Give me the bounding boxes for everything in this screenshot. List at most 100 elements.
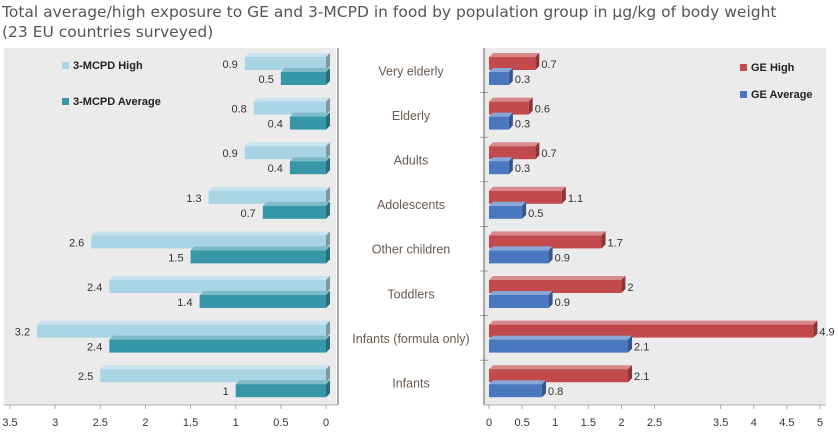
mcpd-x-tick-label: 2.5 xyxy=(93,417,108,429)
mcpd-data-label: 1.4 xyxy=(177,297,192,309)
ge-x-tick-label: 4 xyxy=(751,417,757,429)
mcpd-bar-top-face xyxy=(100,365,331,370)
mcpd-x-tick-label: 0.5 xyxy=(273,417,288,429)
ge-data-label: 2.1 xyxy=(634,342,649,354)
ge-bar-side-face xyxy=(508,68,513,85)
ge-data-label: 0.5 xyxy=(528,208,543,220)
mcpd-x-tick-label: 2 xyxy=(142,417,148,429)
ge-x-tick-label: 1 xyxy=(552,417,558,429)
ge-bar-ge-high-very-elderly xyxy=(489,57,536,70)
mcpd-bar-side-face xyxy=(326,246,330,264)
category-label-other-children: Other children xyxy=(372,243,451,257)
ge-bar-top-face xyxy=(489,186,566,191)
mcpd-legend-label: 3-MCPD High xyxy=(73,60,143,72)
mcpd-bar-3-mcpd-average-adolescents xyxy=(262,205,326,219)
category-label-elderly: Elderly xyxy=(392,109,431,123)
ge-bar-ge-high-infants-formula-only xyxy=(489,324,814,338)
ge-legend-swatch xyxy=(740,64,747,71)
ge-bar-top-face xyxy=(489,320,818,325)
ge-bar-ge-high-infants xyxy=(489,369,629,383)
mcpd-bar-3-mcpd-average-infants xyxy=(235,384,326,398)
category-label-very-elderly: Very elderly xyxy=(378,64,444,78)
ge-bar-top-face xyxy=(489,231,606,236)
mcpd-bar-3-mcpd-average-other-children xyxy=(190,250,326,264)
chart-title: Total average/high exposure to GE and 3-… xyxy=(2,2,777,42)
ge-bar-top-face xyxy=(489,246,553,251)
ge-bar-top-face xyxy=(489,97,533,102)
mcpd-bar-3-mcpd-average-adults xyxy=(289,161,326,175)
ge-bar-side-face xyxy=(508,112,513,130)
ge-data-label: 0.7 xyxy=(541,59,556,71)
mcpd-bar-3-mcpd-high-infants-formula-only xyxy=(37,324,326,338)
mcpd-x-tick-label: 3 xyxy=(52,417,58,429)
mcpd-bar-side-face xyxy=(326,53,330,70)
mcpd-bar-top-face xyxy=(289,157,330,162)
ge-bar-top-face xyxy=(489,68,513,72)
category-column xyxy=(340,48,482,405)
mcpd-bar-3-mcpd-average-very-elderly xyxy=(280,72,326,85)
mcpd-bar-side-face xyxy=(326,157,330,175)
ge-bar-ge-average-elderly xyxy=(489,116,509,130)
ge-legend-label: GE Average xyxy=(751,89,813,101)
mcpd-bar-top-face xyxy=(109,276,330,280)
ge-bar-side-face xyxy=(548,291,553,308)
ge-legend-swatch xyxy=(740,91,747,98)
ge-bar-ge-average-very-elderly xyxy=(489,72,509,85)
ge-bar-top-face xyxy=(489,53,540,57)
ge-data-label: 2 xyxy=(627,282,633,294)
ge-bar-ge-average-adolescents xyxy=(489,205,523,219)
mcpd-bar-3-mcpd-high-very-elderly xyxy=(244,57,326,70)
mcpd-bar-3-mcpd-high-toddlers xyxy=(109,280,326,293)
ge-data-label: 0.8 xyxy=(548,386,563,398)
ge-x-tick-label: 0 xyxy=(486,417,492,429)
ge-bar-ge-high-adolescents xyxy=(489,190,562,204)
ge-data-label: 0.3 xyxy=(515,119,530,131)
ge-data-label: 0.9 xyxy=(555,297,570,309)
ge-bar-top-face xyxy=(489,142,540,147)
mcpd-bar-top-face xyxy=(280,68,330,72)
mcpd-data-label: 1.5 xyxy=(168,252,183,264)
mcpd-bar-side-face xyxy=(326,291,330,308)
mcpd-bar-top-face xyxy=(91,231,330,236)
mcpd-bar-side-face xyxy=(326,142,330,160)
mcpd-bar-top-face xyxy=(262,201,330,206)
category-label-adults: Adults xyxy=(394,154,429,168)
mcpd-bar-top-face xyxy=(109,335,330,340)
ge-x-tick-label: 2 xyxy=(618,417,624,429)
mcpd-data-label: 0.8 xyxy=(231,104,246,116)
ge-bar-top-face xyxy=(489,112,513,117)
mcpd-bar-side-face xyxy=(326,320,330,338)
ge-x-tick-label: 5 xyxy=(817,417,823,429)
ge-bar-side-face xyxy=(621,276,626,293)
mcpd-bar-top-face xyxy=(37,320,330,325)
mcpd-bar-3-mcpd-high-infants xyxy=(100,369,327,383)
ge-bar-side-face xyxy=(535,142,540,160)
mcpd-bar-3-mcpd-high-elderly xyxy=(253,101,326,115)
mcpd-data-label: 0.7 xyxy=(241,208,256,220)
mcpd-x-tick-label: 1.5 xyxy=(183,417,198,429)
mcpd-data-label: 0.9 xyxy=(222,148,237,160)
mcpd-bar-3-mcpd-high-adolescents xyxy=(208,190,326,204)
ge-x-tick-label: 3.5 xyxy=(713,417,728,429)
mcpd-bar-side-face xyxy=(326,276,330,293)
ge-bar-side-face xyxy=(522,201,527,219)
mcpd-data-label: 2.4 xyxy=(87,342,102,354)
mcpd-data-label: 2.6 xyxy=(69,237,84,249)
ge-bar-side-face xyxy=(628,365,633,383)
ge-bar-side-face xyxy=(548,246,553,264)
ge-x-tick-label: 1.5 xyxy=(581,417,596,429)
category-label-infants: Infants xyxy=(392,377,430,391)
mcpd-x-tick-label: 0 xyxy=(323,417,329,429)
ge-data-label: 0.7 xyxy=(541,148,556,160)
ge-data-label: 2.1 xyxy=(634,371,649,383)
mcpd-bar-side-face xyxy=(326,186,330,204)
ge-bar-ge-high-toddlers xyxy=(489,280,622,293)
ge-bar-side-face xyxy=(528,97,533,115)
mcpd-bar-top-face xyxy=(244,53,330,57)
mcpd-bar-top-face xyxy=(253,97,330,102)
ge-bar-top-face xyxy=(489,291,553,295)
mcpd-data-label: 1.3 xyxy=(186,193,201,205)
ge-data-label: 0.3 xyxy=(515,163,530,175)
ge-data-label: 0.3 xyxy=(515,74,530,86)
